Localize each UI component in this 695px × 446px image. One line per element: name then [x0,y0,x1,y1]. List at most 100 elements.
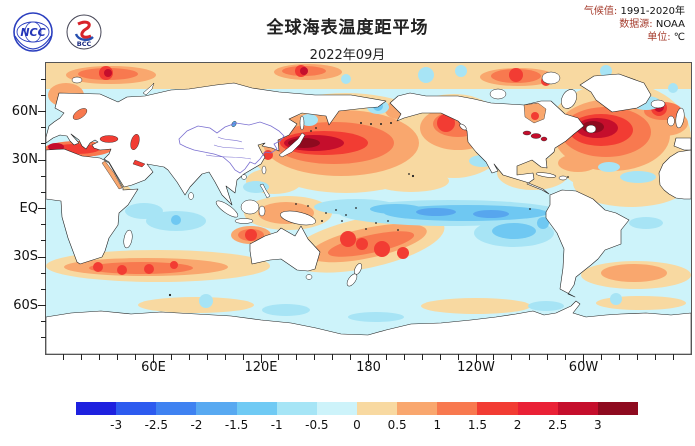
y-axis-minor-tick [41,288,46,290]
x-axis-minor-tick [81,354,83,360]
ncc-logo-text: NCC [20,26,45,39]
y-axis-label: EQ [19,200,38,216]
x-axis-minor-tick [188,354,190,360]
meta-value: ℃ [673,32,685,43]
x-axis-minor-tick [421,354,423,360]
x-axis-minor-tick [600,354,602,360]
x-axis-minor-tick [672,354,674,360]
cold-anomaly-strong [416,208,509,218]
y-axis-minor-tick [41,143,46,145]
x-axis-minor-tick [206,354,208,360]
y-axis-tick [38,208,46,209]
ncc-logo: NCC [13,12,53,52]
y-axis-minor-tick [41,337,46,339]
x-axis-minor-tick [439,354,441,360]
x-axis-minor-tick [332,354,334,360]
black-sea [99,135,119,143]
colorbar-segment [437,402,478,415]
colorbar-segment [276,402,317,415]
colorbar-tick-label: -1.5 [224,418,249,432]
great-lakes [540,136,548,142]
bcc-logo: BCC [66,14,102,50]
x-axis-minor-tick [529,354,531,360]
x-axis-minor-tick [618,354,620,360]
x-axis-minor-tick [547,354,549,360]
colorbar-segment [477,402,518,415]
x-axis-minor-tick [493,354,495,360]
x-axis-minor-tick [296,354,298,360]
y-axis-minor-tick [41,321,46,323]
colorbar-segment [116,402,157,415]
page-subtitle: 2022年09月 [309,48,386,63]
inland-seas [72,102,548,190]
x-axis-minor-tick [654,354,656,360]
meta-row-climatology: 气候值: 1991-2020年 [584,5,685,18]
colorbar-tick-label: 0.5 [387,418,407,432]
x-axis-minor-tick [99,354,101,360]
x-axis-minor-tick [224,354,226,360]
colorbar-tick-label: -0.5 [305,418,329,432]
x-axis-minor-tick [403,354,405,360]
y-axis-minor-tick [41,94,46,96]
y-axis-minor-tick [41,191,46,193]
y-axis-minor-tick [41,127,46,129]
x-axis-tick [368,354,369,363]
colorbar-tick-label: 2.5 [548,418,568,432]
map-frame: 60N 30N EQ 30S 60S 60E 120E 180 120W 60W [12,62,692,375]
colorbar-segment [316,402,357,415]
colorbar-tick-label: -1 [270,418,283,432]
x-axis-minor-tick [350,354,352,360]
iberia-fragment [673,137,691,151]
x-axis-minor-tick [278,354,280,360]
meta-label: 气候值: [583,6,618,17]
x-axis-minor-tick [385,354,387,360]
page-title: 全球海表温度距平场 [266,18,429,38]
y-axis-minor-tick [41,224,46,226]
colorbar-tick-label: -2.5 [144,418,168,432]
x-axis-minor-tick [117,354,119,360]
great-lakes [522,130,532,136]
x-axis-minor-tick [457,354,459,360]
colorbar-tick-label: -2 [190,418,203,432]
meta-info: 气候值: 1991-2020年 数据源: NOAA 单位: ℃ [584,5,685,44]
colorbar-tick-label: 0 [353,418,361,432]
y-axis-label: 60S [13,297,38,313]
colorbar-segment [557,402,598,415]
colorbar-tick-label: 1 [433,418,442,432]
y-axis-label: 30S [13,249,38,264]
cold-anomaly-moderate [171,101,549,239]
x-axis-tick [475,354,477,363]
south-america [545,189,630,298]
x-axis-tick [583,354,584,363]
x-axis-label: 120W [457,360,495,375]
china-rivers [205,136,252,160]
meta-value: 1991-2020年 [620,6,685,17]
eurasia [46,82,387,206]
colorbar-tick-label: 3 [594,418,602,432]
x-axis-minor-tick [63,354,65,360]
colorbar [76,402,638,415]
meta-label: 数据源: [619,19,653,30]
y-axis-minor-tick [41,78,46,80]
x-axis-minor-tick [242,354,244,360]
x-axis-minor-tick [511,354,513,360]
x-axis-tick [260,354,262,363]
colorbar-segment [397,402,438,415]
island-specks [168,122,569,297]
colorbar-tick-label: 2 [513,418,522,432]
greenland [579,73,652,113]
colorbar-segment [517,402,558,415]
y-axis-tick [38,256,46,258]
x-axis-minor-tick [636,354,638,360]
colorbar-tick-label: -3 [110,418,123,432]
australia [249,225,321,272]
x-axis-label: 60E [141,360,166,375]
y-axis-tick [38,305,46,306]
x-axis-minor-tick [565,354,567,360]
bcc-logo-text: BCC [77,40,92,48]
x-axis-minor-tick [135,354,137,360]
world-map [46,63,691,354]
baltic-sea [72,108,88,120]
x-axis-label: 60W [568,360,599,375]
